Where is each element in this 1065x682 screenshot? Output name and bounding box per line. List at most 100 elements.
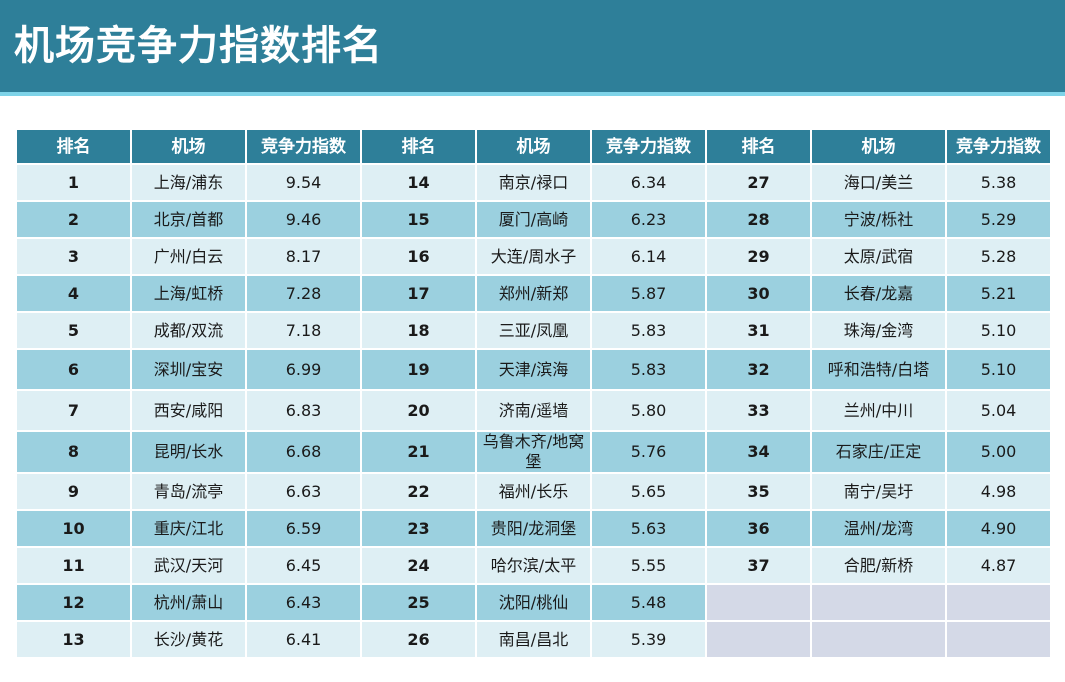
- table-header-row: 排名 机场 竞争力指数 排名 机场 竞争力指数 排名 机场 竞争力指数: [15, 128, 1052, 165]
- index-cell: 6.59: [245, 509, 362, 548]
- column-header-index: 竞争力指数: [945, 128, 1052, 165]
- airport-cell: 郑州/新郑: [475, 274, 592, 313]
- rank-cell: 20: [360, 389, 477, 432]
- table-row: 10 重庆/江北 6.59 23 贵阳/龙洞堡 5.63 36 温州/龙湾 4.90: [15, 509, 1052, 548]
- airport-cell: 北京/首都: [130, 200, 247, 239]
- rank-cell: 37: [705, 546, 812, 585]
- index-cell: 5.28: [945, 237, 1052, 276]
- index-cell: 6.23: [590, 200, 707, 239]
- index-cell: 9.54: [245, 163, 362, 202]
- table-row: 2 北京/首都 9.46 15 厦门/高崎 6.23 28 宁波/栎社 5.29: [15, 200, 1052, 239]
- table-row: 13 长沙/黄花 6.41 26 南昌/昌北 5.39: [15, 620, 1052, 659]
- column-header-rank: 排名: [15, 128, 132, 165]
- index-cell: 6.45: [245, 546, 362, 585]
- airport-cell: 上海/浦东: [130, 163, 247, 202]
- rank-cell: 17: [360, 274, 477, 313]
- rank-cell: 6: [15, 348, 132, 391]
- airport-cell: [810, 620, 947, 659]
- table-row: 12 杭州/萧山 6.43 25 沈阳/桃仙 5.48: [15, 583, 1052, 622]
- airport-cell: 福州/长乐: [475, 472, 592, 511]
- airport-cell: 石家庄/正定: [810, 430, 947, 474]
- index-cell: 5.38: [945, 163, 1052, 202]
- airport-cell: 贵阳/龙洞堡: [475, 509, 592, 548]
- rank-cell: 1: [15, 163, 132, 202]
- index-cell: 5.63: [590, 509, 707, 548]
- rank-cell: 30: [705, 274, 812, 313]
- rank-cell: 11: [15, 546, 132, 585]
- rank-cell: 2: [15, 200, 132, 239]
- rank-cell: 36: [705, 509, 812, 548]
- rank-cell: 12: [15, 583, 132, 622]
- airport-cell: 济南/遥墙: [475, 389, 592, 432]
- table-row: 8 昆明/长水 6.68 21 乌鲁木齐/地窝堡 5.76 34 石家庄/正定 5.00: [15, 430, 1052, 474]
- index-cell: 5.83: [590, 311, 707, 350]
- index-cell: 8.17: [245, 237, 362, 276]
- airport-cell: 南京/禄口: [475, 163, 592, 202]
- index-cell: 6.43: [245, 583, 362, 622]
- table-row: 6 深圳/宝安 6.99 19 天津/滨海 5.83 32 呼和浩特/白塔 5.10: [15, 348, 1052, 391]
- rank-cell: 14: [360, 163, 477, 202]
- rank-cell: 35: [705, 472, 812, 511]
- index-cell: 7.28: [245, 274, 362, 313]
- airport-cell: [810, 583, 947, 622]
- rank-cell: 8: [15, 430, 132, 474]
- table-row: 7 西安/咸阳 6.83 20 济南/遥墙 5.80 33 兰州/中川 5.04: [15, 389, 1052, 432]
- index-cell: 5.65: [590, 472, 707, 511]
- column-header-index: 竞争力指数: [590, 128, 707, 165]
- airport-cell: 昆明/长水: [130, 430, 247, 474]
- index-cell: 6.68: [245, 430, 362, 474]
- index-cell: 6.99: [245, 348, 362, 391]
- airport-cell: 厦门/高崎: [475, 200, 592, 239]
- rank-cell: 34: [705, 430, 812, 474]
- rank-cell: 10: [15, 509, 132, 548]
- airport-cell: 广州/白云: [130, 237, 247, 276]
- airport-cell: 兰州/中川: [810, 389, 947, 432]
- title-bar-accent-line: [0, 92, 1065, 96]
- index-cell: 5.10: [945, 348, 1052, 391]
- index-cell: 6.14: [590, 237, 707, 276]
- index-cell: 5.21: [945, 274, 1052, 313]
- rank-cell: 4: [15, 274, 132, 313]
- rank-cell: 32: [705, 348, 812, 391]
- airport-cell: 西安/咸阳: [130, 389, 247, 432]
- rank-cell: 13: [15, 620, 132, 659]
- airport-cell: 沈阳/桃仙: [475, 583, 592, 622]
- airport-cell: 武汉/天河: [130, 546, 247, 585]
- airport-cell: 青岛/流亭: [130, 472, 247, 511]
- table-row: 3 广州/白云 8.17 16 大连/周水子 6.14 29 太原/武宿 5.28: [15, 237, 1052, 276]
- rank-cell: 25: [360, 583, 477, 622]
- index-cell: [945, 620, 1052, 659]
- index-cell: 5.76: [590, 430, 707, 474]
- airport-cell: 成都/双流: [130, 311, 247, 350]
- index-cell: 5.04: [945, 389, 1052, 432]
- rank-cell: 24: [360, 546, 477, 585]
- index-cell: 5.87: [590, 274, 707, 313]
- ranking-table: 排名 机场 竞争力指数 排名 机场 竞争力指数 排名 机场 竞争力指数 1 上海/…: [15, 128, 1052, 659]
- page-title: 机场竞争力指数排名: [14, 23, 383, 69]
- index-cell: 6.34: [590, 163, 707, 202]
- column-header-rank: 排名: [360, 128, 477, 165]
- airport-cell: 长春/龙嘉: [810, 274, 947, 313]
- index-cell: 4.98: [945, 472, 1052, 511]
- rank-cell: 18: [360, 311, 477, 350]
- rank-cell: 5: [15, 311, 132, 350]
- rank-cell: 3: [15, 237, 132, 276]
- index-cell: 5.48: [590, 583, 707, 622]
- index-cell: 5.10: [945, 311, 1052, 350]
- index-cell: 5.00: [945, 430, 1052, 474]
- index-cell: 7.18: [245, 311, 362, 350]
- index-cell: [945, 583, 1052, 622]
- rank-cell: 28: [705, 200, 812, 239]
- column-header-airport: 机场: [475, 128, 592, 165]
- airport-cell: 呼和浩特/白塔: [810, 348, 947, 391]
- table-body: 1 上海/浦东 9.54 14 南京/禄口 6.34 27 海口/美兰 5.38 2 北京/首都 9.…: [15, 163, 1052, 659]
- index-cell: 4.87: [945, 546, 1052, 585]
- table-row: 1 上海/浦东 9.54 14 南京/禄口 6.34 27 海口/美兰 5.38: [15, 163, 1052, 202]
- column-header-airport: 机场: [130, 128, 247, 165]
- table-row: 11 武汉/天河 6.45 24 哈尔滨/太平 5.55 37 合肥/新桥 4.87: [15, 546, 1052, 585]
- rank-cell: 21: [360, 430, 477, 474]
- airport-cell: 宁波/栎社: [810, 200, 947, 239]
- airport-cell: 太原/武宿: [810, 237, 947, 276]
- airport-cell: 长沙/黄花: [130, 620, 247, 659]
- index-cell: 5.39: [590, 620, 707, 659]
